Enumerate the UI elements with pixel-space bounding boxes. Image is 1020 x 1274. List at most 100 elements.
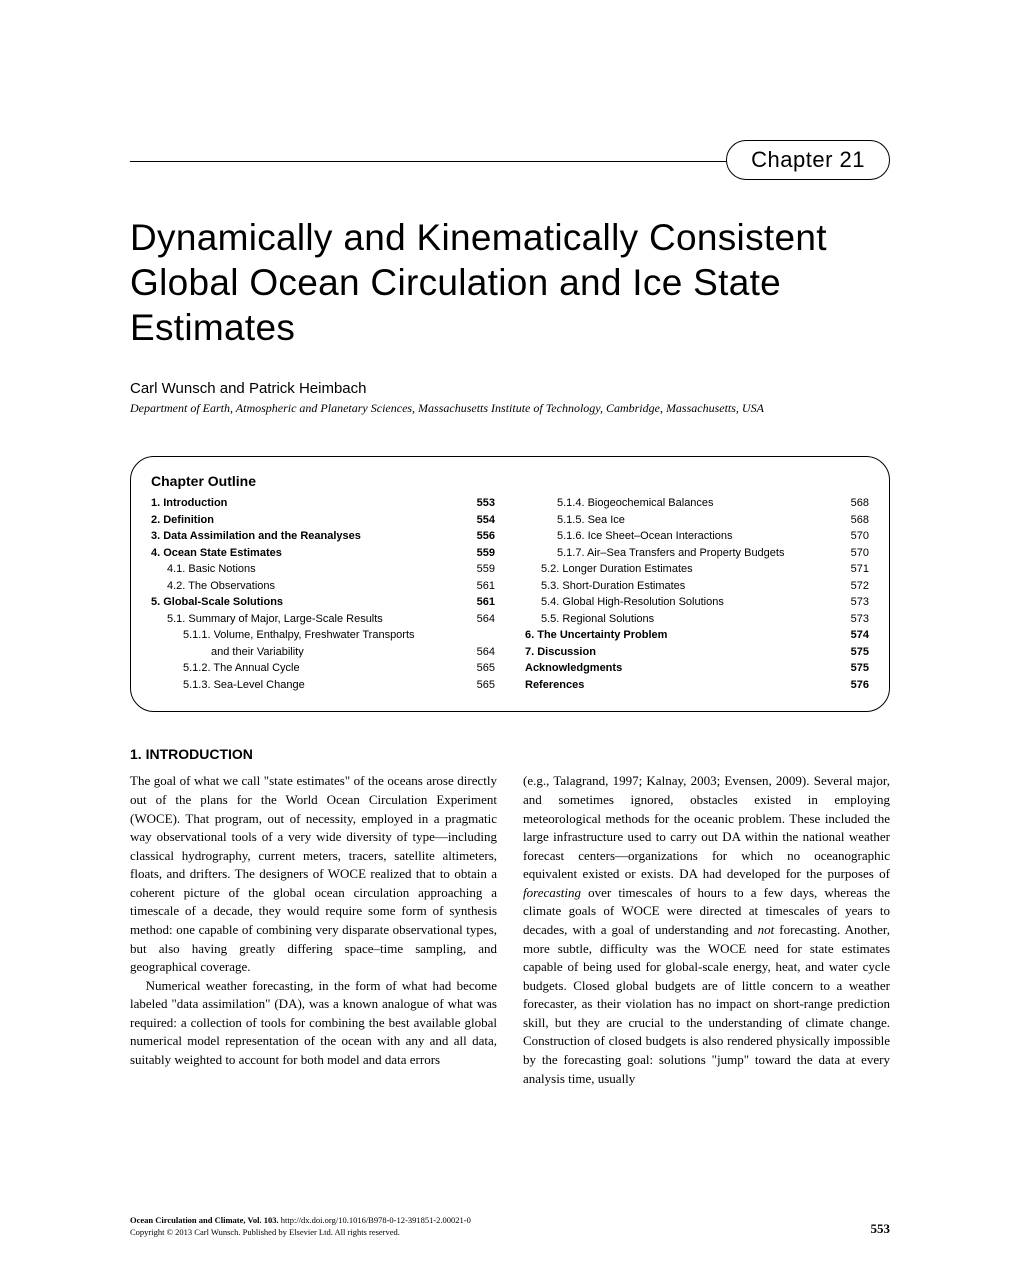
outline-row: and their Variability 564 — [151, 644, 495, 661]
paragraph: (e.g., Talagrand, 1997; Kalnay, 2003; Ev… — [523, 772, 890, 1088]
outline-row: 5.1.3. Sea-Level Change 565 — [151, 677, 495, 694]
outline-row: 4. Ocean State Estimates 559 — [151, 545, 495, 562]
outline-row: 5.2. Longer Duration Estimates 571 — [525, 561, 869, 578]
outline-page: 568 — [851, 512, 869, 529]
outline-row: 4.1. Basic Notions 559 — [151, 561, 495, 578]
outline-row: 5. Global-Scale Solutions 561 — [151, 594, 495, 611]
outline-page: 572 — [851, 578, 869, 595]
outline-page: 571 — [851, 561, 869, 578]
section-heading-introduction: 1. INTRODUCTION — [130, 746, 890, 762]
body-col-right: (e.g., Talagrand, 1997; Kalnay, 2003; Ev… — [523, 772, 890, 1088]
outline-label: 2. Definition — [151, 512, 220, 529]
text-run: forecasting. Another, more subtle, diffi… — [523, 922, 890, 1086]
outline-row: 4.2. The Observations 561 — [151, 578, 495, 595]
outline-label: 5.1.7. Air–Sea Transfers and Property Bu… — [525, 545, 790, 562]
outline-row: 5.4. Global High-Resolution Solutions 573 — [525, 594, 869, 611]
outline-label: 5.2. Longer Duration Estimates — [525, 561, 699, 578]
outline-label: 5.1.1. Volume, Enthalpy, Freshwater Tran… — [151, 627, 421, 644]
outline-row: 5.1.1. Volume, Enthalpy, Freshwater Tran… — [151, 627, 495, 644]
outline-page: 559 — [477, 561, 495, 578]
outline-label: 1. Introduction — [151, 495, 233, 512]
outline-row: 3. Data Assimilation and the Reanalyses 5… — [151, 528, 495, 545]
chapter-header: Chapter 21 — [130, 140, 890, 180]
footer-doi: http://dx.doi.org/10.1016/B978-0-12-3918… — [281, 1215, 471, 1225]
outline-row: 1. Introduction 553 — [151, 495, 495, 512]
chapter-badge: Chapter 21 — [726, 140, 890, 180]
outline-row: 5.1.6. Ice Sheet–Ocean Interactions 570 — [525, 528, 869, 545]
outline-page: 553 — [477, 495, 495, 512]
outline-page: 556 — [477, 528, 495, 545]
outline-page: 565 — [477, 660, 495, 677]
outline-label: 4. Ocean State Estimates — [151, 545, 288, 562]
text-run: (e.g., Talagrand, 1997; Kalnay, 2003; Ev… — [523, 773, 890, 881]
outline-row: 5.1. Summary of Major, Large-Scale Resul… — [151, 611, 495, 628]
outline-row: 6. The Uncertainty Problem 574 — [525, 627, 869, 644]
body-columns: The goal of what we call "state estimate… — [130, 772, 890, 1088]
page-footer: Ocean Circulation and Climate, Vol. 103.… — [130, 1215, 890, 1238]
outline-col-left: 1. Introduction5532. Definition5543. Dat… — [151, 495, 495, 693]
footer-copyright: Copyright © 2013 Carl Wunsch. Published … — [130, 1227, 471, 1238]
outline-page: 561 — [477, 594, 495, 611]
page-number: 553 — [871, 1220, 891, 1238]
outline-columns: 1. Introduction5532. Definition5543. Dat… — [151, 495, 869, 693]
outline-label: Acknowledgments — [525, 660, 628, 677]
outline-label: 3. Data Assimilation and the Reanalyses — [151, 528, 367, 545]
outline-label: 5.1.6. Ice Sheet–Ocean Interactions — [525, 528, 739, 545]
outline-row: 5.1.5. Sea Ice 568 — [525, 512, 869, 529]
outline-heading: Chapter Outline — [151, 473, 869, 489]
outline-label: References — [525, 677, 590, 694]
outline-page: 575 — [851, 660, 869, 677]
chapter-title: Dynamically and Kinematically Consistent… — [130, 215, 890, 350]
footer-citation: Ocean Circulation and Climate, Vol. 103.… — [130, 1215, 471, 1238]
outline-page: 554 — [477, 512, 495, 529]
authors: Carl Wunsch and Patrick Heimbach — [130, 380, 890, 397]
outline-label: 5.1. Summary of Major, Large-Scale Resul… — [151, 611, 389, 628]
outline-row: 7. Discussion 575 — [525, 644, 869, 661]
affiliation: Department of Earth, Atmospheric and Pla… — [130, 401, 890, 416]
outline-row: 5.1.7. Air–Sea Transfers and Property Bu… — [525, 545, 869, 562]
outline-page: 568 — [851, 495, 869, 512]
outline-col-right: 5.1.4. Biogeochemical Balances5685.1.5. … — [525, 495, 869, 693]
outline-row: 5.3. Short-Duration Estimates 572 — [525, 578, 869, 595]
outline-page: 573 — [851, 594, 869, 611]
outline-page: 565 — [477, 677, 495, 694]
paragraph: The goal of what we call "state estimate… — [130, 772, 497, 976]
outline-label: and their Variability — [151, 644, 310, 661]
body-col-left: The goal of what we call "state estimate… — [130, 772, 497, 1088]
outline-row: 5.1.4. Biogeochemical Balances 568 — [525, 495, 869, 512]
outline-label: 5.1.4. Biogeochemical Balances — [525, 495, 720, 512]
text-italic: forecasting — [523, 885, 581, 900]
outline-row: 2. Definition 554 — [151, 512, 495, 529]
chapter-outline-box: Chapter Outline 1. Introduction5532. Def… — [130, 456, 890, 712]
outline-row: 5.5. Regional Solutions 573 — [525, 611, 869, 628]
outline-label: 5.1.3. Sea-Level Change — [151, 677, 311, 694]
outline-page: 575 — [851, 644, 869, 661]
outline-label: 5.3. Short-Duration Estimates — [525, 578, 691, 595]
outline-page: 561 — [477, 578, 495, 595]
outline-page: 570 — [851, 528, 869, 545]
outline-page: 576 — [851, 677, 869, 694]
outline-label: 4.2. The Observations — [151, 578, 281, 595]
outline-label: 6. The Uncertainty Problem — [525, 627, 673, 644]
outline-page: 559 — [477, 545, 495, 562]
outline-page: 564 — [477, 644, 495, 661]
chapter-rule — [130, 161, 740, 162]
outline-row: References 576 — [525, 677, 869, 694]
outline-label: 7. Discussion — [525, 644, 602, 661]
page: Chapter 21 Dynamically and Kinematically… — [0, 0, 1020, 1274]
outline-label: 5.1.5. Sea Ice — [525, 512, 631, 529]
outline-page: 573 — [851, 611, 869, 628]
outline-page: 564 — [477, 611, 495, 628]
outline-row: Acknowledgments 575 — [525, 660, 869, 677]
paragraph: Numerical weather forecasting, in the fo… — [130, 977, 497, 1070]
footer-book-title: Ocean Circulation and Climate, Vol. 103. — [130, 1215, 279, 1225]
outline-page: 574 — [851, 627, 869, 644]
text-italic: not — [758, 922, 775, 937]
outline-label: 5.5. Regional Solutions — [525, 611, 660, 628]
outline-label: 5.4. Global High-Resolution Solutions — [525, 594, 730, 611]
outline-row: 5.1.2. The Annual Cycle 565 — [151, 660, 495, 677]
outline-label: 4.1. Basic Notions — [151, 561, 262, 578]
outline-label: 5.1.2. The Annual Cycle — [151, 660, 306, 677]
outline-label: 5. Global-Scale Solutions — [151, 594, 289, 611]
outline-page: 570 — [851, 545, 869, 562]
